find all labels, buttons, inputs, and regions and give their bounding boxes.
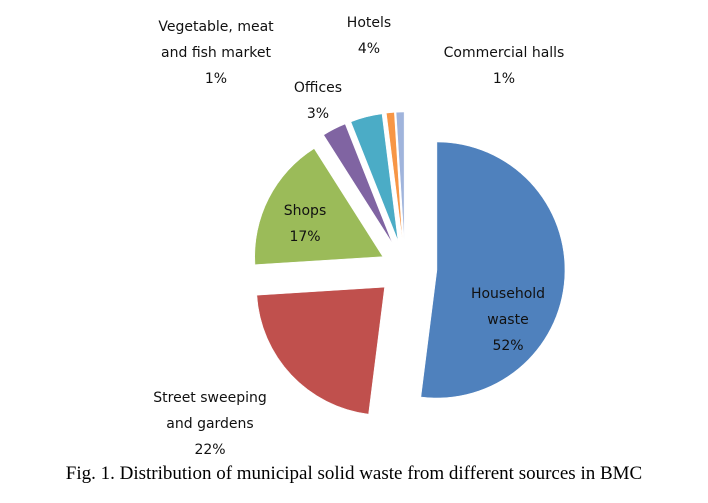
pie-slice-offices: [323, 123, 393, 244]
label-value: 3%: [307, 106, 329, 122]
label-hotels: Hotels 4%: [347, 15, 391, 57]
label-value: 1%: [205, 71, 227, 87]
pie-slice-shops: [254, 148, 384, 265]
pie-slice-vegetable-meat-and-fish-market: [386, 112, 403, 241]
label-line: Street sweeping: [153, 390, 267, 406]
pie-slice-street-sweeping-and-gardens: [256, 286, 385, 415]
label-line: waste: [487, 312, 528, 328]
label-value: 17%: [289, 229, 320, 245]
label-line: Hotels: [347, 15, 391, 31]
pie-slice-commercial-halls: [395, 111, 405, 241]
label-value: 52%: [492, 338, 523, 354]
label-line: Household: [471, 286, 545, 302]
label-line: Shops: [284, 203, 327, 219]
figure-caption: Fig. 1. Distribution of municipal solid …: [65, 463, 643, 484]
label-line: Vegetable, meat: [158, 19, 274, 35]
pie-slice-hotels: [350, 113, 399, 241]
label-household: Household waste 52%: [471, 286, 545, 354]
label-street-sweeping: Street sweeping and gardens 22%: [153, 390, 267, 458]
pie-slice-household-waste: [420, 141, 566, 399]
label-line: Offices: [294, 80, 342, 96]
label-commercial-halls: Commercial halls 1%: [444, 45, 565, 87]
label-line: Commercial halls: [444, 45, 565, 61]
label-shops: Shops 17%: [284, 203, 327, 245]
label-line: and gardens: [166, 416, 253, 432]
label-offices: Offices 3%: [294, 80, 342, 122]
label-value: 22%: [194, 442, 225, 458]
label-vegetable-market: Vegetable, meat and fish market 1%: [158, 19, 274, 87]
label-line: and fish market: [161, 45, 271, 61]
label-value: 1%: [493, 71, 515, 87]
label-value: 4%: [358, 41, 380, 57]
